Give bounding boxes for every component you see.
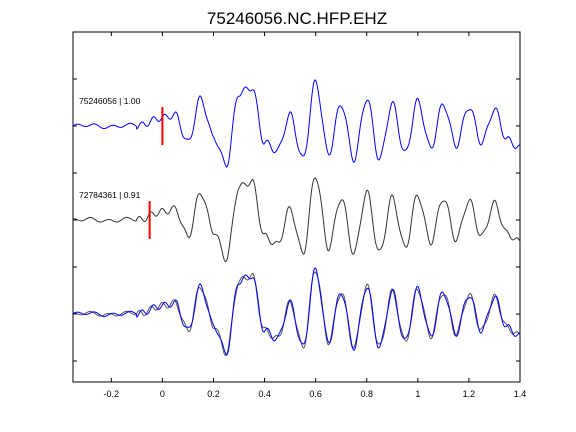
event-waveform <box>72 177 521 263</box>
plot-frame <box>72 31 521 383</box>
event-trace-label: 72784361 | 0.91 <box>79 190 141 200</box>
x-tick-label: 1.4 <box>514 389 527 399</box>
x-tick-label: 0 <box>160 389 165 399</box>
x-tick-label: 0.8 <box>360 389 373 399</box>
x-tick-label: 1 <box>415 389 420 399</box>
x-tick-label: 0.4 <box>258 389 271 399</box>
overlay-reference-waveform <box>72 267 521 356</box>
waveform-traces: 75246056 | 1.00 72784361 | 0.91 <box>72 79 521 357</box>
x-tick-label: -0.2 <box>104 389 120 399</box>
y-axis-ticks <box>73 78 520 362</box>
chart-title: 75246056.NC.HFP.EHZ <box>207 9 387 28</box>
reference-waveform <box>72 79 521 168</box>
reference-trace-label: 75246056 | 1.00 <box>79 96 141 106</box>
x-tick-label: 0.2 <box>207 389 220 399</box>
x-tick-label: 0.6 <box>309 389 322 399</box>
x-axis-ticks: -0.2 0 0.2 0.4 0.6 0.8 1 1.2 1.4 <box>104 32 527 399</box>
x-tick-label: 1.2 <box>463 389 476 399</box>
